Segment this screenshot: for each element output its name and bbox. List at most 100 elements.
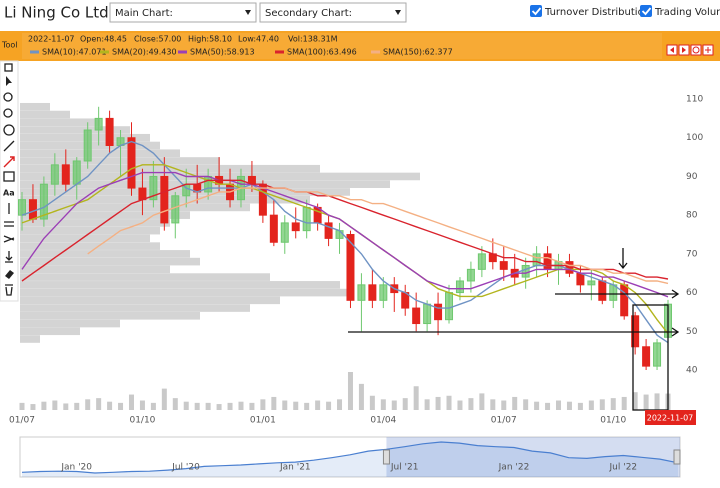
- checkbox[interactable]: [530, 5, 542, 17]
- select-arrow[interactable]: [245, 10, 251, 15]
- toolbar-label: Tool: [1, 41, 18, 50]
- icon: [705, 47, 711, 53]
- tool-pointer[interactable]: [6, 76, 12, 86]
- candle-body: [18, 199, 26, 216]
- candle-body: [171, 195, 180, 224]
- volume-bar: [566, 401, 572, 410]
- navigator[interactable]: [19, 436, 681, 478]
- tool-text[interactable]: Aa: [3, 189, 15, 198]
- tool-zoom-out[interactable]: [3, 108, 13, 118]
- candle-body: [620, 284, 629, 317]
- volume-bar: [216, 404, 222, 410]
- candle-body: [543, 253, 552, 270]
- tool-parallel[interactable]: [4, 221, 14, 227]
- volume-bar: [128, 394, 134, 410]
- select-box[interactable]: [109, 2, 257, 23]
- candle-body: [346, 234, 355, 301]
- candle-body: [105, 117, 114, 146]
- tool-arrow[interactable]: [3, 156, 15, 168]
- select-label[interactable]: Secondary Chart:: [265, 8, 352, 19]
- select-box[interactable]: [259, 2, 407, 23]
- legend-label: SMA(50):58.913: [190, 48, 255, 57]
- button-reset[interactable]: [690, 44, 702, 56]
- tool-fib[interactable]: [3, 235, 15, 243]
- volume-bar: [194, 402, 200, 410]
- navigator-label: Jul '21: [390, 463, 419, 473]
- y-tick-label: 70: [686, 249, 698, 259]
- candle-body: [466, 268, 475, 282]
- candle-body: [291, 222, 300, 232]
- candle-body: [335, 230, 344, 239]
- main-chart-select[interactable]: Main Chart:: [109, 2, 257, 23]
- select-label[interactable]: Main Chart:: [115, 8, 173, 19]
- nav-buttons[interactable]: [666, 44, 714, 56]
- volume-bar: [654, 393, 660, 410]
- volume-bar: [358, 383, 364, 410]
- volume-bar: [183, 401, 189, 410]
- candle-body: [379, 284, 388, 301]
- turnover-bar: [20, 219, 170, 227]
- info-close: Close:57.00: [134, 35, 181, 44]
- secondary-chart-select[interactable]: Secondary Chart:: [259, 2, 407, 23]
- tool-eraser[interactable]: [5, 270, 14, 279]
- candle-body: [642, 346, 651, 367]
- background-layer: [19, 102, 671, 410]
- turnover-checkbox[interactable]: Turnover Distribution: [530, 5, 650, 18]
- legend-label: SMA(20):49.430: [112, 48, 177, 57]
- volume-bar: [347, 372, 353, 410]
- turnover-bar: [20, 149, 180, 158]
- crosshair-label-bg: [645, 410, 696, 425]
- select-arrow[interactable]: [395, 10, 401, 15]
- checkbox-label[interactable]: Turnover Distribution: [544, 7, 650, 18]
- navigator-handle[interactable]: [382, 449, 390, 465]
- tool-line[interactable]: [3, 140, 15, 152]
- volume-bar: [588, 400, 594, 410]
- tool-trash[interactable]: [5, 284, 13, 296]
- tool-down[interactable]: [5, 251, 13, 263]
- legend-label: SMA(100):63.496: [287, 48, 357, 57]
- support-line: [555, 289, 680, 299]
- turnover-bar: [20, 226, 160, 235]
- sma-line: [87, 187, 669, 285]
- icon: [670, 47, 674, 53]
- tool-circle[interactable]: [3, 124, 15, 136]
- y-tick-label: 110: [686, 95, 703, 105]
- candle-body: [653, 342, 662, 367]
- candle-body: [521, 264, 530, 278]
- volume-bar: [632, 392, 638, 410]
- volume-bar: [238, 401, 244, 410]
- turnover-bar: [20, 102, 50, 111]
- volume-bar: [435, 396, 441, 410]
- checkbox-label[interactable]: Trading Volume: [654, 7, 720, 18]
- volume-bar: [621, 396, 627, 410]
- candle-body: [28, 199, 37, 220]
- volume-bar: [172, 398, 178, 410]
- x-tick-label: 01/07: [9, 416, 35, 426]
- sma-line: [21, 171, 669, 298]
- tool-zoom-in[interactable]: [3, 92, 13, 102]
- volume-bar: [30, 404, 36, 410]
- volume-bar: [556, 400, 562, 410]
- volume-bar: [260, 399, 266, 410]
- volume-bar: [523, 399, 529, 410]
- navigator-selection[interactable]: [386, 437, 680, 477]
- checkbox[interactable]: [640, 5, 652, 17]
- turnover-bar: [20, 164, 320, 173]
- candle-body: [357, 284, 366, 301]
- checkmark: [531, 7, 542, 16]
- navigator-handle[interactable]: [673, 449, 681, 465]
- turnover-bar: [20, 157, 220, 165]
- turnover-bar: [20, 242, 160, 250]
- checkmark: [641, 7, 652, 16]
- volume-checkbox[interactable]: Trading Volume: [640, 5, 720, 18]
- candle-body: [445, 292, 454, 321]
- y-tick-label: 80: [686, 211, 698, 221]
- tool-select[interactable]: [4, 63, 13, 72]
- turnover-bar: [20, 304, 250, 312]
- volume-bar: [63, 403, 69, 410]
- candle-body: [587, 280, 596, 286]
- tool-rect[interactable]: [3, 171, 15, 182]
- icon: [692, 46, 700, 54]
- candle-body: [280, 222, 289, 243]
- volume-bar: [610, 398, 616, 410]
